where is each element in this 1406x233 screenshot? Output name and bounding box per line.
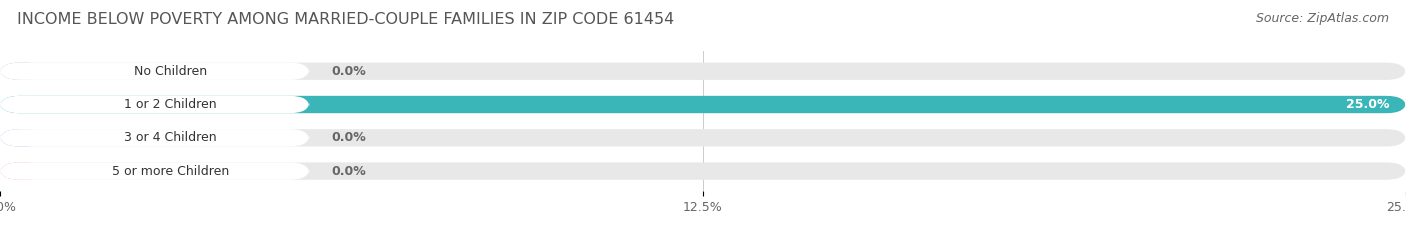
FancyBboxPatch shape [0, 63, 1406, 80]
Text: 1 or 2 Children: 1 or 2 Children [124, 98, 217, 111]
Text: No Children: No Children [134, 65, 207, 78]
FancyBboxPatch shape [0, 129, 1406, 147]
Text: 3 or 4 Children: 3 or 4 Children [124, 131, 217, 144]
Text: Source: ZipAtlas.com: Source: ZipAtlas.com [1256, 12, 1389, 25]
FancyBboxPatch shape [0, 162, 309, 180]
Text: 0.0%: 0.0% [332, 131, 367, 144]
FancyBboxPatch shape [0, 96, 309, 113]
FancyBboxPatch shape [0, 63, 45, 80]
Text: 0.0%: 0.0% [332, 164, 367, 178]
Text: INCOME BELOW POVERTY AMONG MARRIED-COUPLE FAMILIES IN ZIP CODE 61454: INCOME BELOW POVERTY AMONG MARRIED-COUPL… [17, 12, 673, 27]
Text: 25.0%: 25.0% [1346, 98, 1389, 111]
FancyBboxPatch shape [0, 96, 1406, 113]
FancyBboxPatch shape [0, 96, 1406, 113]
FancyBboxPatch shape [0, 63, 309, 80]
Text: 0.0%: 0.0% [332, 65, 367, 78]
FancyBboxPatch shape [0, 162, 45, 180]
FancyBboxPatch shape [0, 162, 1406, 180]
FancyBboxPatch shape [0, 129, 309, 147]
Text: 5 or more Children: 5 or more Children [111, 164, 229, 178]
FancyBboxPatch shape [0, 129, 45, 147]
